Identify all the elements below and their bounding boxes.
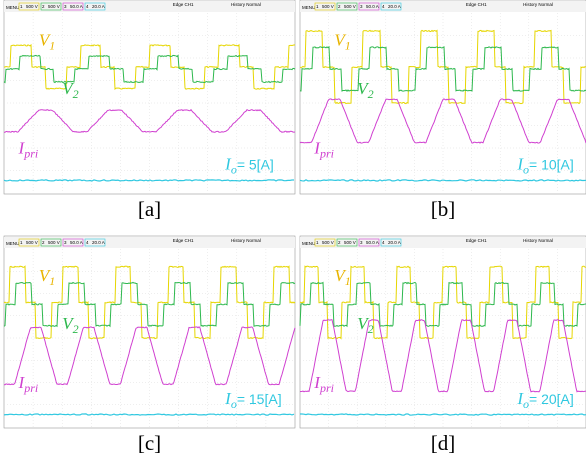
panel-caption: [a] <box>138 197 161 221</box>
v1-label-sub: 1 <box>345 274 351 288</box>
v2-label-sub: 2 <box>368 87 374 101</box>
ipri-label-sub: pri <box>23 381 38 395</box>
v1-label-sub: 1 <box>49 38 55 52</box>
channel-setting: 500 V <box>344 4 356 9</box>
mode-label: History Normal <box>231 2 261 7</box>
figure: MENU1500 V2500 V350.0 A420.0 AEdge CH1Hi… <box>0 0 586 462</box>
scope-panel: MENU1500 V2500 V350.0 A420.0 AEdge CH1Hi… <box>4 236 295 428</box>
channel-setting: 500 V <box>344 240 356 245</box>
channel-setting: 500 V <box>26 240 38 245</box>
load-label-rest: = 10[A] <box>529 157 574 173</box>
trigger-label: Edge CH1 <box>466 238 487 243</box>
trigger-label: Edge CH1 <box>466 2 487 7</box>
channel-setting: 500 V <box>26 4 38 9</box>
channel-setting: 20.0 A <box>388 240 401 245</box>
panel-caption: [b] <box>431 197 456 221</box>
trigger-label: Edge CH1 <box>173 238 194 243</box>
channel-setting: 20.0 A <box>92 4 105 9</box>
mode-label: History Normal <box>523 2 553 7</box>
channel-setting: 50.0 A <box>366 240 379 245</box>
menu-label: MENU <box>302 5 315 10</box>
load-current-waveform <box>4 180 294 181</box>
channel-setting: 500 V <box>48 4 60 9</box>
ipri-label-sub: pri <box>319 146 334 160</box>
load-label-rest: = 15[A] <box>237 391 282 407</box>
load-current-waveform <box>4 414 294 415</box>
ipri-label-sub: pri <box>23 146 38 160</box>
v2-label-sub: 2 <box>368 322 374 336</box>
channel-setting: 20.0 A <box>92 240 105 245</box>
channel-setting: 50.0 A <box>70 240 83 245</box>
channel-setting: 50.0 A <box>70 4 83 9</box>
channel-setting: 20.0 A <box>388 4 401 9</box>
channel-setting: 500 V <box>322 4 334 9</box>
panel-caption: [d] <box>431 431 456 455</box>
v2-label-sub: 2 <box>73 322 79 336</box>
mode-label: History Normal <box>231 238 261 243</box>
v1-label-sub: 1 <box>49 274 55 288</box>
channel-setting: 500 V <box>322 240 334 245</box>
v1-label-sub: 1 <box>345 38 351 52</box>
ipri-label-sub: pri <box>319 381 334 395</box>
menu-label: MENU <box>6 241 19 246</box>
menu-label: MENU <box>302 241 315 246</box>
channel-setting: 500 V <box>48 240 60 245</box>
channel-setting: 50.0 A <box>366 4 379 9</box>
trigger-label: Edge CH1 <box>173 2 194 7</box>
load-label-rest: = 5[A] <box>237 157 274 173</box>
load-label-rest: = 20[A] <box>529 391 574 407</box>
panel-caption: [c] <box>138 431 161 455</box>
v2-label-sub: 2 <box>73 87 79 101</box>
mode-label: History Normal <box>523 238 553 243</box>
menu-label: MENU <box>6 5 19 10</box>
